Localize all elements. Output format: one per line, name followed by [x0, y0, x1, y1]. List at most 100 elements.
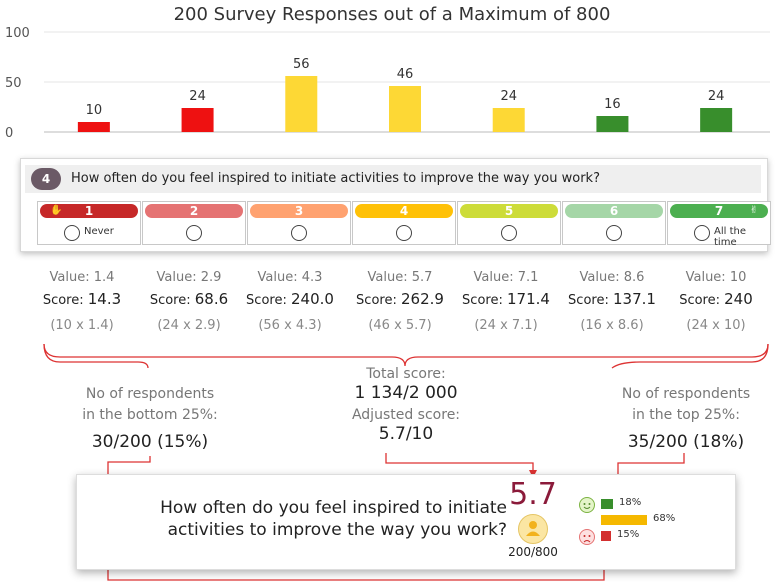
value-label: Value: 2.9 — [156, 270, 222, 285]
option-radio[interactable] — [396, 225, 412, 241]
value-label: Value: 1.4 — [49, 270, 115, 285]
chart-svg: 100 50 0 10 24 56 46 24 16 24 — [5, 26, 770, 141]
adjusted-value: 5.7/10 — [378, 424, 434, 444]
top-label-1: No of respondents — [621, 386, 751, 402]
bottom-value: 30/200 (15%) — [91, 432, 209, 452]
score-formula: (24 x 2.9) — [157, 318, 221, 333]
score-formula: (10 x 1.4) — [50, 318, 114, 333]
bar — [492, 108, 525, 132]
score-label: Score: 262.9 — [348, 290, 452, 308]
option-pill: 5 — [460, 204, 558, 218]
thumbs-up-icon: ✌ — [749, 205, 758, 216]
bar-data-label: 46 — [397, 67, 414, 82]
bar-data-label: 24 — [189, 89, 206, 104]
bar — [596, 116, 629, 132]
option-radio[interactable] — [606, 225, 622, 241]
bottom-brace — [43, 343, 149, 369]
score-label: Score: 137.1 — [560, 290, 664, 308]
bar — [77, 122, 110, 132]
thumbs-down-icon: ✋ — [50, 205, 63, 216]
distribution-percent: 15% — [617, 529, 640, 540]
option-radio[interactable] — [694, 225, 710, 241]
card-question-line2: activities to improve the way you work? — [167, 520, 507, 540]
score-formula: (16 x 8.6) — [580, 318, 644, 333]
card-question-line1: How often do you feel inspired to initia… — [160, 498, 507, 518]
score-formula: (24 x 10) — [686, 318, 746, 333]
score-value: 240.0 — [290, 290, 334, 308]
distribution-percent: 68% — [653, 513, 676, 524]
answer-option[interactable]: 3 — [247, 201, 351, 245]
value-label: Value: 8.6 — [579, 270, 645, 285]
distribution-bar — [601, 499, 613, 509]
option-pill: 7 ✌ — [670, 204, 768, 218]
answer-option[interactable]: 2 — [142, 201, 246, 245]
top-summary: No of respondents in the top 25%: 35/200… — [576, 384, 784, 453]
answer-option[interactable]: 7 ✌ All the time — [667, 201, 771, 248]
answer-option[interactable]: 6 — [562, 201, 666, 245]
option-radio[interactable] — [501, 225, 517, 241]
score-value: 171.4 — [506, 290, 550, 308]
score-prefix: Score: — [356, 293, 401, 308]
score-prefix: Score: — [42, 293, 88, 308]
distribution-bar — [601, 515, 647, 525]
question-text: How often do you feel inspired to initia… — [71, 171, 600, 186]
option-pill: 4 — [355, 204, 453, 218]
option-radio[interactable] — [64, 225, 80, 241]
value-label: Value: 4.3 — [257, 270, 323, 285]
result-card: How often do you feel inspired to initia… — [76, 474, 736, 570]
score-prefix: Score: — [679, 293, 725, 308]
answer-option[interactable]: 4 — [352, 201, 456, 245]
value-label: Value: 10 — [685, 270, 747, 285]
option-radio[interactable] — [186, 225, 202, 241]
y-tick-label: 100 — [5, 26, 30, 41]
respondents-icon — [518, 514, 548, 544]
top-value: 35/200 (18%) — [627, 432, 745, 452]
bar-chart: 100 50 0 10 24 56 46 24 16 24 — [0, 0, 784, 150]
bar-data-label: 24 — [500, 89, 517, 104]
bar — [181, 108, 214, 132]
score-formula: (24 x 7.1) — [474, 318, 538, 333]
value-label: Value: 7.1 — [473, 270, 539, 285]
option-label: All the time — [714, 226, 746, 248]
total-brace — [43, 343, 769, 367]
bar-data-label: 56 — [293, 57, 310, 72]
answer-option[interactable]: 1 ✋ Never — [37, 201, 141, 245]
chart-title: 200 Survey Responses out of a Maximum of… — [173, 4, 611, 25]
score-formula: (46 x 5.7) — [368, 318, 432, 333]
option-pill: 3 — [250, 204, 348, 218]
smiley-sad-icon — [579, 529, 595, 545]
score-formula: (56 x 4.3) — [258, 318, 322, 333]
adjusted-connector — [385, 453, 534, 474]
distribution-percent: 18% — [619, 497, 642, 508]
option-pill: 6 — [565, 204, 663, 218]
bar — [285, 76, 318, 132]
question-header: 4 How often do you feel inspired to init… — [25, 165, 761, 193]
score-value: 68.6 — [194, 290, 229, 308]
bottom-label-1: No of respondents — [85, 386, 215, 402]
score-value: 240 — [724, 290, 753, 308]
card-question: How often do you feel inspired to initia… — [117, 497, 507, 541]
score-prefix: Score: — [568, 293, 613, 308]
total-label: Total score: — [366, 366, 446, 382]
score-label: Score: 240 — [664, 290, 768, 308]
score-prefix: Score: — [462, 293, 507, 308]
adjusted-label: Adjusted score: — [351, 407, 461, 423]
answer-option[interactable]: 5 — [457, 201, 561, 245]
value-label: Value: 5.7 — [367, 270, 433, 285]
bar — [700, 108, 733, 132]
total-value: 1 134/2 000 — [354, 383, 458, 403]
score-value: 14.3 — [87, 290, 122, 308]
card-responses: 200/800 — [508, 545, 558, 559]
score-label: Score: 240.0 — [238, 290, 342, 308]
smiley-happy-icon — [579, 497, 595, 513]
option-pill: 1 ✋ — [40, 204, 138, 218]
option-pill: 2 — [145, 204, 243, 218]
score-value: 137.1 — [612, 290, 656, 308]
score-value: 262.9 — [400, 290, 444, 308]
bar-data-label: 24 — [708, 89, 725, 104]
option-radio[interactable] — [291, 225, 307, 241]
score-label: Score: 14.3 — [30, 290, 134, 308]
option-label: Never — [84, 226, 114, 237]
card-score: 5.7 — [509, 477, 557, 512]
bottom-summary: No of respondents in the bottom 25%: 30/… — [40, 384, 260, 453]
